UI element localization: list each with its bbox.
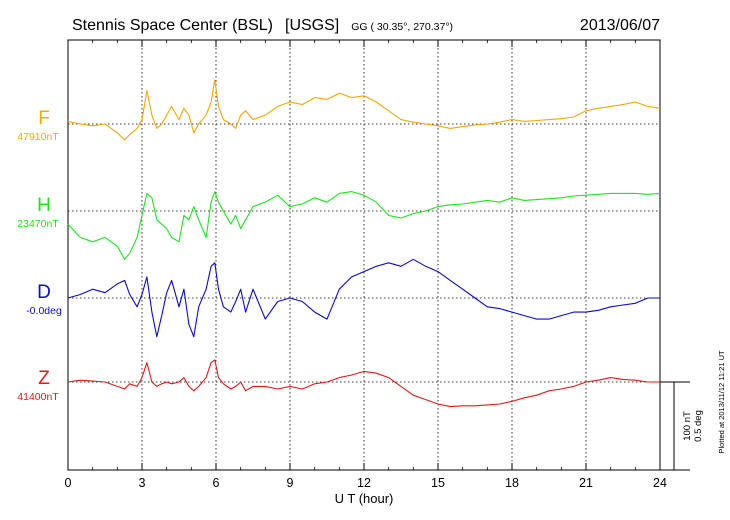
series-line-h (67, 191, 661, 260)
legend-z: Z 41400nT (17, 368, 59, 403)
x-tick-label-3: 3 (139, 476, 146, 490)
station-title: Stennis Space Center (BSL) (72, 17, 273, 34)
component-label-z: Z (38, 368, 50, 389)
component-label-h: H (37, 195, 51, 216)
x-axis-ticks (67, 40, 661, 470)
x-tick-label-0: 0 (65, 476, 72, 490)
x-tick-label-9: 9 (287, 476, 294, 490)
component-label-f: F (38, 108, 50, 129)
baseline-label-f: 47910nT (17, 131, 59, 143)
baseline-label-z: 41400nT (17, 391, 59, 403)
coordinates-label: GG ( 30.35°, 270.37°) (351, 21, 453, 33)
x-tick-label-21: 21 (579, 476, 593, 490)
series-line-z (67, 359, 660, 408)
scale-label-deg: 0.5 deg (693, 410, 704, 442)
scale-label-nt: 100 nT (682, 411, 693, 441)
grid-lines (68, 40, 660, 470)
baseline-label-h: 23470nT (17, 218, 59, 230)
series-line-f (67, 79, 661, 141)
series-traces (67, 79, 661, 408)
baseline-label-d: -0.0deg (26, 305, 62, 317)
legend-h: H 23470nT (17, 195, 59, 230)
x-axis-tick-labels: 0 3 6 9 12 15 18 21 24 (65, 476, 667, 490)
x-tick-label-12: 12 (357, 476, 371, 490)
series-line-d (67, 258, 660, 338)
x-tick-label-15: 15 (431, 476, 445, 490)
x-tick-label-24: 24 (653, 476, 667, 490)
date-label: 2013/06/07 (580, 17, 660, 34)
x-axis-label: U T (hour) (335, 491, 394, 506)
scale-bar: 100 nT 0.5 deg (660, 381, 704, 471)
legend-f: F 47910nT (17, 108, 59, 143)
x-tick-label-6: 6 (213, 476, 220, 490)
component-label-d: D (37, 282, 51, 303)
legend-d: D -0.0deg (26, 282, 62, 317)
network-label: [USGS] (285, 17, 339, 34)
plotted-timestamp: Plotted at 2013/11/12 11:21 UT (717, 350, 726, 454)
x-tick-label-18: 18 (505, 476, 519, 490)
